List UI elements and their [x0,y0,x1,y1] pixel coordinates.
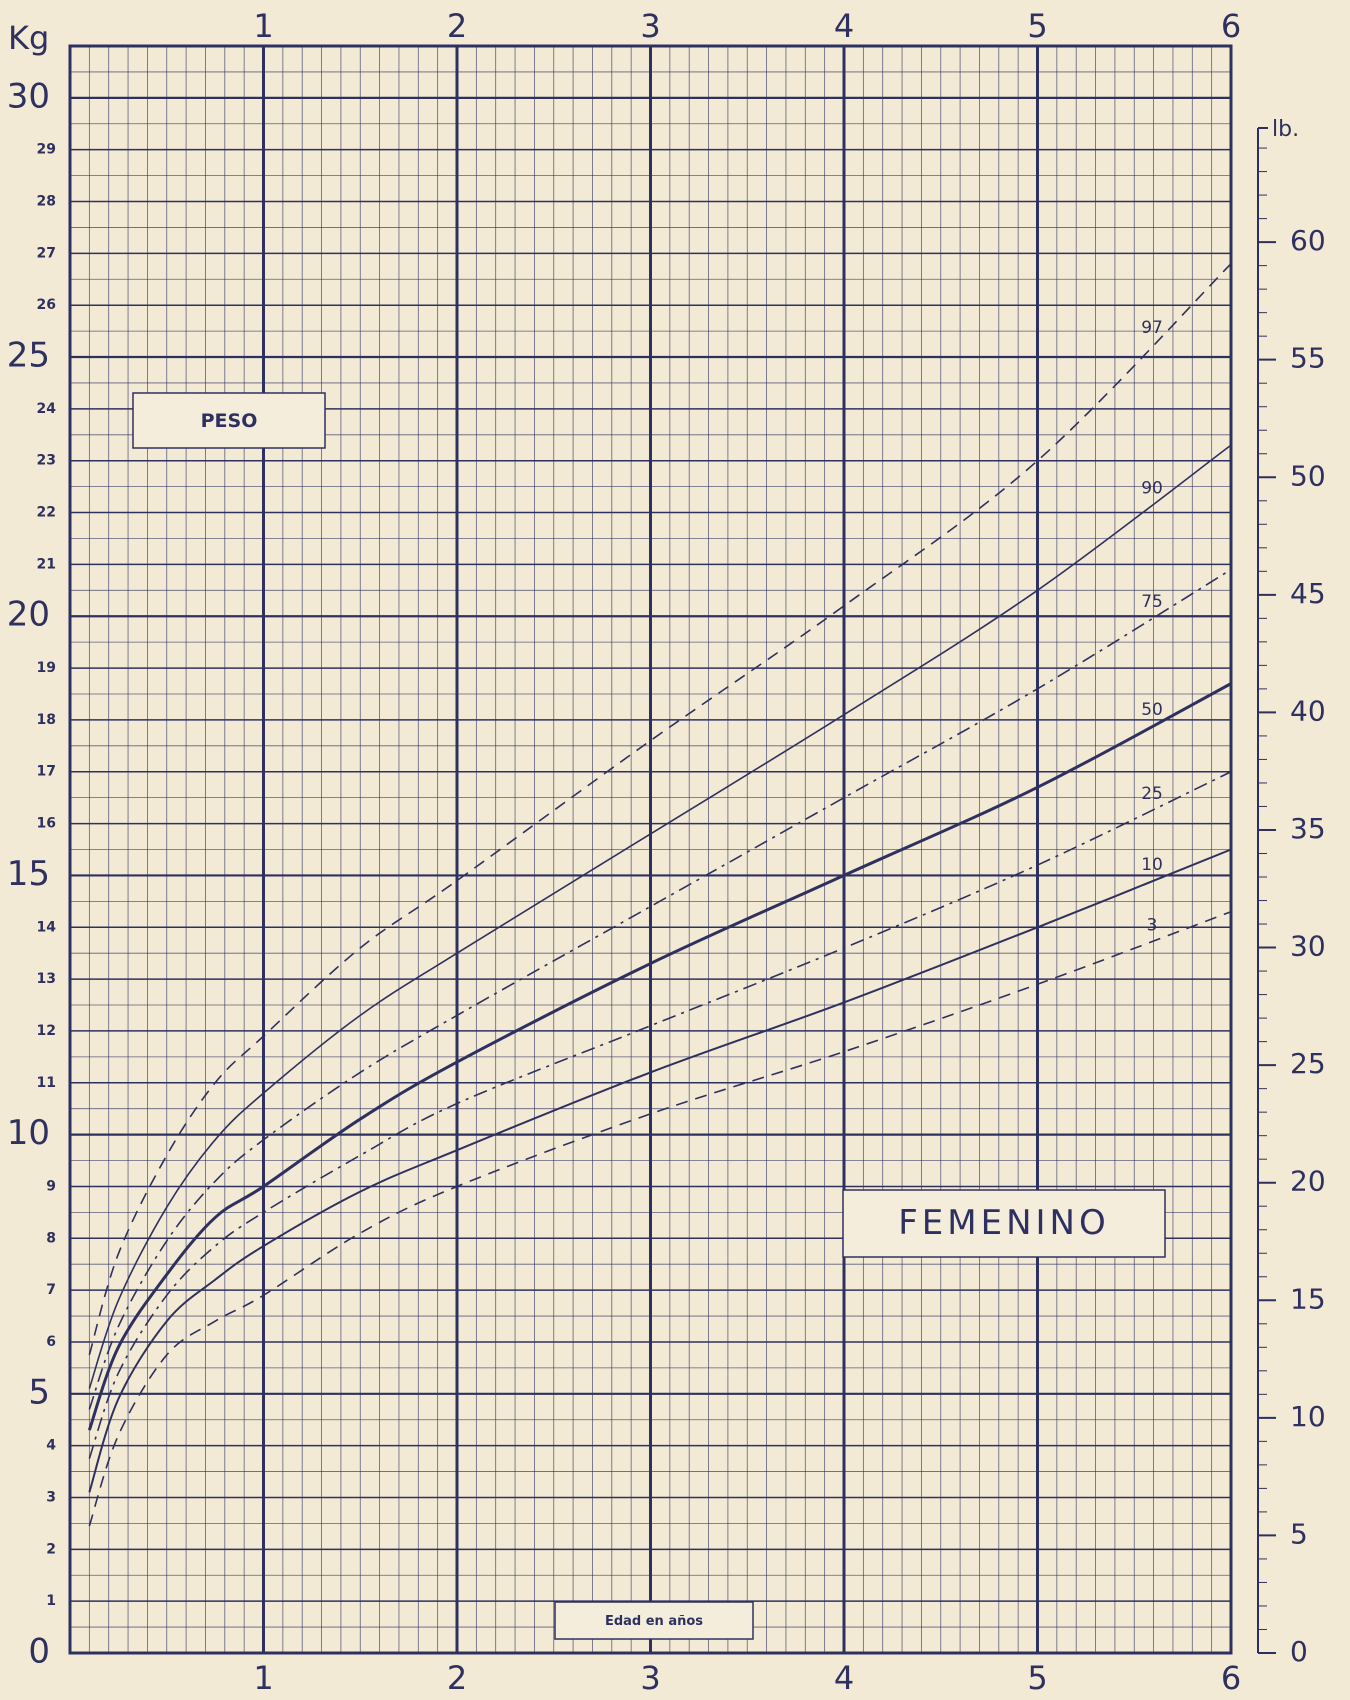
y-tick-label: 5 [28,1372,50,1412]
x-tick-label: 5 [1027,1659,1047,1697]
y-tick-label: 4 [46,1438,56,1454]
y-tick-label: 24 [37,401,57,417]
y2-axis-label: lb. [1272,117,1299,142]
chart-title: PESO [201,410,258,432]
y-tick-label: 9 [46,1178,56,1194]
y-tick-label: 30 [7,76,50,116]
x-tick-label: 5 [1027,7,1047,45]
y-tick-label: 8 [46,1230,56,1246]
x-tick-label: 3 [640,7,660,45]
series-label: 3 [1147,915,1158,935]
chart-subtitle: FEMENINO [898,1203,1110,1243]
percentile-line [88,444,1232,1389]
y2-tick-label: 55 [1290,342,1326,375]
y2-tick-label: 20 [1290,1165,1326,1198]
y-tick-label: 16 [37,816,56,832]
y-tick-label: 20 [7,595,50,635]
y-tick-label: 11 [37,1075,56,1091]
percentile-line [88,771,1232,1459]
y-tick-label: 12 [37,1023,56,1039]
y-tick-label: 27 [37,245,56,261]
x-tick-label: 2 [447,1659,467,1697]
y-tick-label: 25 [7,336,50,376]
y-tick-label: 13 [37,971,56,987]
x-tick-label: 3 [640,1659,660,1697]
y2-tick-label: 15 [1290,1282,1326,1315]
y2-tick-label: 60 [1290,224,1326,257]
percentile-line [87,682,1232,1431]
series-label: 75 [1141,592,1163,612]
y-tick-label: 19 [37,660,56,676]
y-tick-label: 28 [37,194,56,210]
chart-subtitle-box [842,1189,1166,1258]
y-tick-label: 23 [37,453,56,469]
y2-tick-label: 0 [1290,1635,1308,1668]
percentile-line [88,263,1232,1356]
percentile-line [88,910,1232,1527]
y-tick-label: 0 [28,1632,50,1672]
x-tick-label: 2 [447,7,467,45]
percentile-line [88,848,1232,1493]
x-tick-label: 4 [834,1659,854,1697]
y-tick-label: 21 [37,556,56,572]
y-tick-label: 6 [46,1334,56,1350]
y-tick-label: 2 [46,1541,56,1557]
y2-tick-label: 25 [1290,1047,1326,1080]
y-tick-label: 29 [37,142,56,158]
y-tick-label: 7 [46,1282,56,1298]
y-tick-label: 1 [46,1593,56,1609]
y-axis-label: Kg [8,19,49,57]
y2-tick-label: 50 [1290,459,1326,492]
x-axis-label-box [554,1601,754,1640]
series-label: 97 [1141,318,1163,338]
y2-tick-label: 40 [1290,694,1326,727]
y2-tick-label: 5 [1290,1517,1308,1550]
series-label: 10 [1141,855,1163,875]
x-tick-label: 1 [253,7,273,45]
x-tick-label: 6 [1221,1659,1241,1697]
x-tick-label: 6 [1221,7,1241,45]
y-tick-label: 22 [37,505,56,521]
x-tick-label: 4 [834,7,854,45]
chart-title-box [132,392,326,449]
y2-tick-label: 35 [1290,812,1326,845]
x-tick-label: 1 [253,1659,273,1697]
y-tick-label: 18 [37,712,56,728]
percentile-line [88,568,1232,1410]
y-tick-label: 10 [7,1113,50,1153]
y-tick-label: 3 [46,1489,56,1505]
series-label: 90 [1141,478,1163,498]
y-tick-label: 14 [37,919,57,935]
y-tick-label: 17 [37,764,56,780]
y-tick-label: 15 [7,854,50,894]
x-axis-label: Edad en años [605,1614,703,1629]
y2-tick-label: 45 [1290,577,1326,610]
series-label: 25 [1141,784,1163,804]
y-tick-label: 26 [37,297,56,313]
y2-tick-label: 30 [1290,930,1326,963]
y2-tick-label: 10 [1290,1400,1326,1433]
series-label: 50 [1141,700,1163,720]
